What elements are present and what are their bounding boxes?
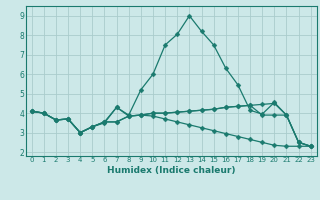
X-axis label: Humidex (Indice chaleur): Humidex (Indice chaleur): [107, 166, 236, 175]
